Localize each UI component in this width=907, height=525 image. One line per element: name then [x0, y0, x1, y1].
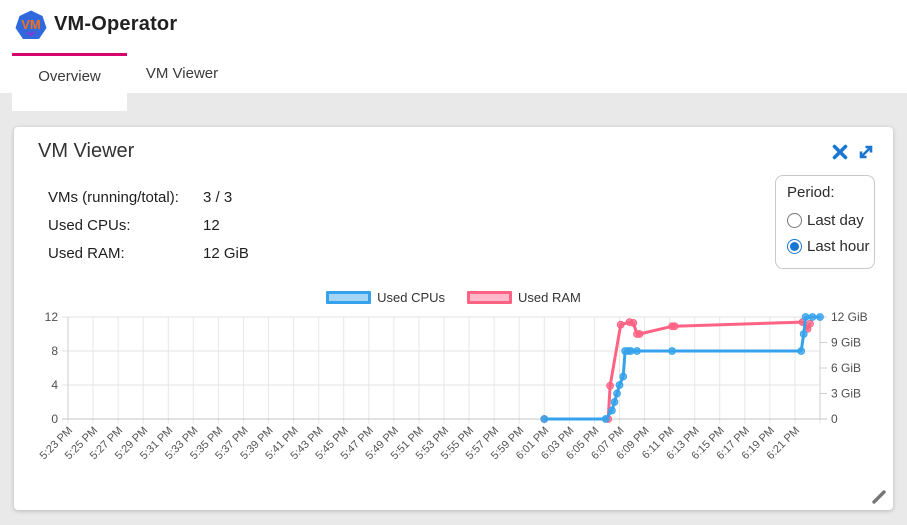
period-selector: Period: Last day Last hour — [775, 175, 875, 269]
stat-cpus-label: Used CPUs: — [48, 216, 131, 234]
svg-text:0: 0 — [831, 412, 838, 426]
stat-cpus-value: 12 — [203, 216, 220, 234]
svg-text:12: 12 — [45, 310, 59, 324]
svg-text:VM: VM — [21, 17, 41, 32]
period-option-last-hour[interactable]: Last hour — [787, 233, 874, 259]
resize-handle-icon[interactable] — [870, 488, 888, 506]
close-icon[interactable] — [831, 143, 849, 161]
stat-vms: VMs (running/total): 3 / 3 — [48, 183, 249, 211]
period-label: Period: — [787, 184, 835, 201]
card-title: VM Viewer — [38, 140, 135, 162]
svg-text:4: 4 — [51, 378, 58, 392]
tab-vm-viewer-label: VM Viewer — [145, 64, 219, 82]
legend-item-used-ram[interactable]: Used RAM — [467, 290, 581, 305]
tab-bar — [0, 53, 907, 93]
expand-icon[interactable] — [857, 143, 875, 161]
svg-text:9 GiB: 9 GiB — [831, 336, 861, 350]
used-cpus-label: Used CPUs — [377, 290, 446, 305]
vm-operator-logo-icon: VM — [15, 10, 47, 39]
svg-text:3 GiB: 3 GiB — [831, 387, 861, 401]
svg-text:8: 8 — [51, 344, 58, 358]
svg-text:12 GiB: 12 GiB — [831, 310, 868, 324]
svg-text:6 GiB: 6 GiB — [831, 361, 861, 375]
chart-legend: Used CPUs Used RAM — [14, 290, 893, 305]
tab-vm-viewer[interactable]: VM Viewer — [127, 53, 237, 93]
radio-last-hour-label: Last hour — [807, 237, 870, 255]
tab-overview[interactable]: Overview — [12, 53, 127, 111]
radio-last-day-label: Last day — [807, 211, 864, 229]
stat-ram-label: Used RAM: — [48, 244, 125, 262]
card-actions — [831, 143, 875, 161]
vm-stats: VMs (running/total): 3 / 3 Used CPUs: 12… — [48, 183, 249, 267]
used-ram-swatch — [467, 291, 513, 304]
tab-overview-label: Overview — [38, 68, 101, 85]
svg-text:0: 0 — [51, 412, 58, 426]
app-header: VM VM-Operator — [0, 0, 907, 53]
stat-ram-value: 12 GiB — [203, 244, 249, 262]
stat-ram: Used RAM: 12 GiB — [48, 239, 249, 267]
used-cpus-swatch — [326, 291, 372, 304]
page-title: VM-Operator — [54, 13, 178, 35]
vm-viewer-card: VM Viewer VMs (running/total): 3 / 3 Use… — [14, 127, 893, 510]
stat-vms-label: VMs (running/total): — [48, 188, 179, 206]
period-option-last-day[interactable]: Last day — [787, 207, 874, 233]
used-ram-label: Used RAM — [518, 290, 581, 305]
stat-vms-value: 3 / 3 — [203, 188, 233, 206]
legend-item-used-cpus[interactable]: Used CPUs — [326, 290, 445, 305]
radio-last-hour[interactable] — [787, 238, 802, 254]
radio-last-day[interactable] — [787, 212, 802, 228]
stat-cpus: Used CPUs: 12 — [48, 211, 249, 239]
